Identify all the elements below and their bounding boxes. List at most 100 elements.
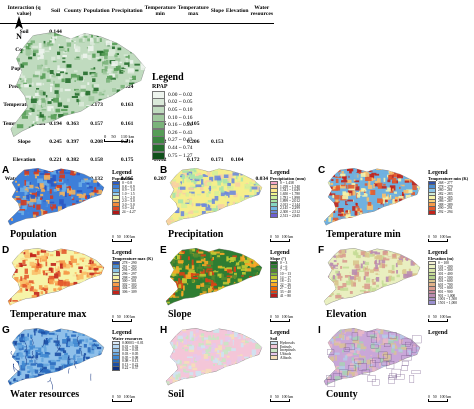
overview-scale-bar: 0 50 110 km: [104, 134, 134, 142]
legend-label: 401 ~ 500: [438, 275, 453, 280]
table-cell: [225, 41, 250, 59]
legend-label: 0.08 ~ 0.13: [122, 359, 139, 364]
table-cell: 0.221: [49, 157, 62, 164]
panel-legend-title: Legend: [428, 249, 448, 256]
legend-label: 0.02 ~ 0.03: [122, 348, 139, 353]
panel-legend: Legend: [428, 329, 448, 336]
scale-bar-line: [428, 399, 448, 402]
map-panel-i: I County Legend 0 50 100 km: [316, 325, 474, 409]
scale-label: 100 km: [281, 235, 294, 239]
legend-label: 1,899 ~ 2,012: [280, 199, 300, 204]
table-cell: [210, 41, 225, 59]
table-cell: 0.172: [186, 157, 200, 164]
legend-label: 0.75 ~ 1.27: [168, 152, 193, 159]
legend-label: 0.16 ~ 0.26: [168, 122, 193, 129]
scale-label: 50: [274, 395, 279, 399]
panel-title: Soil: [168, 389, 185, 400]
scale-label: 100 km: [439, 235, 452, 239]
table-cell: 0.194: [49, 120, 62, 127]
panel-letter: G: [2, 325, 10, 336]
legend-swatch: [152, 151, 165, 160]
table-cell: 0.163: [120, 102, 134, 109]
legend-label: 0.22 ~ 0.37: [122, 366, 139, 371]
legend-label: 33 ~ 40: [280, 290, 291, 295]
legend-label: 286 ~ 287: [438, 199, 453, 204]
table-cell: [225, 133, 250, 151]
legend-label: 2,013 ~ 2,144: [280, 202, 300, 207]
scale-bar-line: [112, 399, 132, 402]
scale-label: 50: [432, 395, 437, 399]
legend-label: 24 ~ 4.27: [122, 210, 136, 215]
table-cell: 0.161: [120, 120, 134, 127]
map-panel-d: D Temperature max Legend Temperature max (K…: [0, 245, 158, 329]
legend-swatch: [152, 128, 165, 137]
legend-label: 0.10 ~ 0.16: [168, 114, 193, 121]
map-panel-c: C Temperature min Legend Temperature min (K…: [316, 165, 474, 249]
map-f: [323, 247, 421, 306]
panel-legend-title: Legend: [270, 329, 290, 336]
panel-legend-var: Precipitation (mm): [270, 176, 306, 181]
table-cell: 0.034: [255, 175, 269, 182]
overview-legend-item: 0.00 ~ 0.02: [152, 90, 227, 99]
table-cell: 0.397: [66, 138, 79, 145]
legend-label: 0.26 ~ 0.43: [168, 129, 193, 136]
legend-label: 288 ~ 289: [438, 202, 453, 207]
panel-legend-var: Soil: [270, 336, 278, 341]
scale-label: 50: [116, 395, 121, 399]
legend-label: 300 ~ 301: [122, 279, 137, 284]
scale-label: 100 km: [123, 315, 136, 319]
scale-label: 100 km: [439, 395, 452, 399]
panel-title: County: [326, 389, 358, 400]
legend-label: 304 ~ 305: [122, 286, 137, 291]
scale-label: 100 km: [281, 315, 294, 319]
scale-0: 0: [104, 134, 107, 139]
legend-label: 14 ~ 17: [280, 275, 291, 280]
legend-label: Hydrosols: [280, 341, 295, 346]
legend-swatch: [112, 365, 120, 371]
table-cell: 0.105: [186, 120, 200, 127]
legend-label: 0 ~ 100: [438, 261, 449, 266]
legend-swatch: [112, 209, 120, 215]
scale-bar-line: [112, 319, 132, 322]
legend-label: 2,513 ~ 2,845: [280, 213, 300, 218]
scale-label: 100 km: [439, 315, 452, 319]
table-cell: [225, 96, 250, 114]
table-cell: 0.157: [90, 120, 103, 127]
map-panel-f: F Elevation Legend Elevation (m) 0 ~ 100 101 …: [316, 245, 474, 329]
legend-label: 0.00 ~ 0.02: [168, 91, 193, 98]
table-column-header: Slope: [210, 8, 224, 15]
scale-110: 110 km: [120, 134, 135, 139]
table-row-header: Soil: [19, 29, 29, 36]
table-cell: 0.207: [153, 175, 167, 182]
legend-label: 1,439 ~ 1,540: [280, 184, 300, 189]
table-cell: 0.153: [211, 138, 224, 145]
table-column-header: Temperature min: [144, 5, 176, 18]
table-column-header: County: [63, 8, 82, 15]
legend-label: 201 ~ 300: [438, 268, 453, 273]
table-cell: 0.171: [211, 157, 224, 164]
legend-label: 0 ~ 3: [280, 261, 288, 266]
legend-label: 2,300 ~ 2,512: [280, 210, 300, 215]
table-cell: [250, 60, 274, 78]
legend-label: 2.0 ~ 3.0: [122, 199, 135, 204]
panel-legend-title: Legend: [270, 169, 290, 176]
legend-label: 278 ~ 279: [438, 184, 453, 189]
scale-label: 100 km: [123, 395, 136, 399]
legend-swatch: [428, 300, 436, 306]
north-arrow-icon: [15, 16, 23, 29]
panel-legend-var: Population: [112, 176, 133, 181]
panel-legend-title: Legend: [112, 329, 132, 336]
legend-label: 302 ~ 303: [122, 282, 137, 287]
map-b: [165, 167, 263, 226]
panel-legend: Legend Population 0 ~ 0.8 0.8 ~ 0.9 0.9 ~ 1.…: [112, 169, 136, 215]
panel-title: Temperature min: [326, 229, 401, 240]
panel-scale-bar: 0 50 100 km: [428, 315, 451, 322]
scale-label: 0: [112, 395, 114, 399]
legend-label: 1001 ~ 1,500: [438, 297, 458, 302]
scale-label: 100 km: [281, 395, 294, 399]
legend-label: 0.13 ~ 0.22: [122, 362, 139, 367]
legend-swatch: [152, 90, 165, 99]
scale-label: 0: [112, 235, 114, 239]
scale-label: 50: [432, 235, 437, 239]
legend-swatch: [152, 98, 165, 107]
